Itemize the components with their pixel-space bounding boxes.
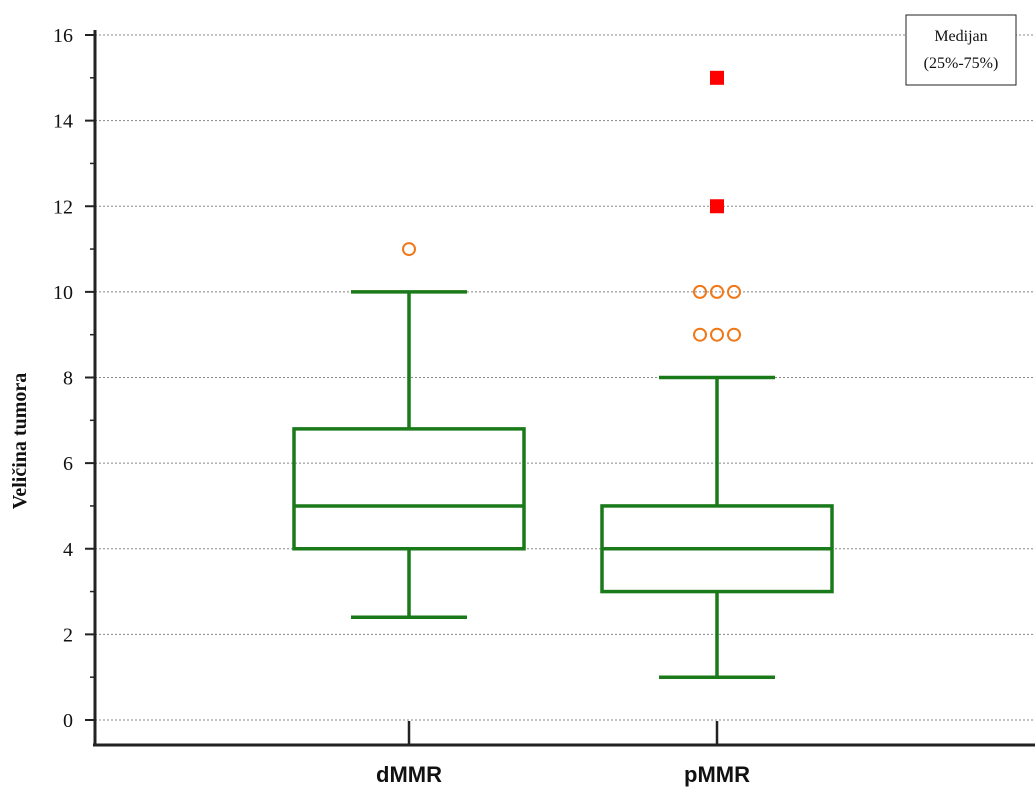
outlier-point [693,327,707,342]
y-tick-label: 16 [53,25,73,47]
outlier-point [693,284,707,299]
outlier-points [402,70,741,342]
outlier-point [710,284,724,299]
grid-lines [95,34,1035,721]
y-tick-label: 14 [53,111,73,133]
y-tick-label: 12 [53,196,73,218]
boxes [292,290,834,679]
axes: dMMR pMMR [93,30,1035,787]
iqr-box [292,427,526,551]
legend-box [905,14,1017,86]
y-tick-label: 8 [63,368,73,390]
outlier-point [727,284,741,299]
extreme-point [710,70,724,85]
y-ticks: 0 2 4 6 8 10 12 14 16 [53,25,95,732]
x-tick-label: dMMR [376,762,442,787]
y-tick-label: 4 [63,539,73,561]
y-tick-label: 10 [53,282,73,304]
legend-line-1: Medijan [934,28,987,45]
outlier-point [727,327,741,342]
x-tick-label: pMMR [684,762,750,787]
legend: Medijan (25%-75%) [905,14,1017,86]
extreme-point [710,199,724,214]
y-axis-label: Veličina tumora [9,373,31,509]
y-tick-label: 2 [63,624,73,646]
legend-line-2: (25%-75%) [924,55,999,72]
outlier-point [402,242,416,257]
y-tick-label: 6 [63,453,73,475]
outlier-point [710,327,724,342]
y-tick-label: 0 [63,710,73,732]
